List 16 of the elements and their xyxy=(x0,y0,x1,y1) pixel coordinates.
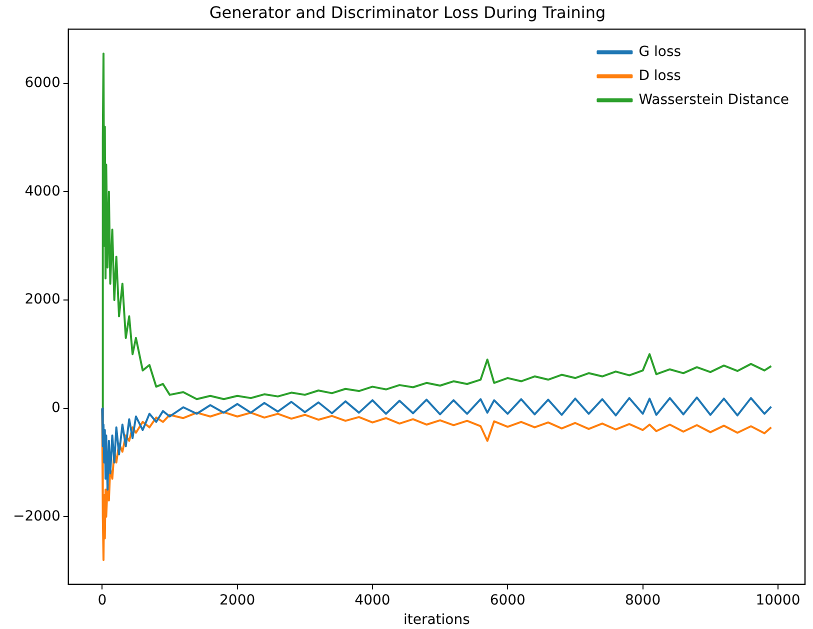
x-tick-label: 8000 xyxy=(624,592,661,608)
y-tick-label: 4000 xyxy=(24,183,60,200)
x-tick-label: 0 xyxy=(98,592,107,608)
x-tick-label: 6000 xyxy=(490,592,526,608)
y-tick-label: 0 xyxy=(51,400,60,416)
x-tick-label: 10000 xyxy=(756,592,800,608)
x-axis-title: iterations xyxy=(403,612,470,628)
y-tick-label: 6000 xyxy=(24,75,60,92)
x-tick-label: 2000 xyxy=(219,592,256,608)
legend-label: G loss xyxy=(638,44,682,60)
legend-label: Wasserstein Distance xyxy=(638,92,790,108)
legend-label: D loss xyxy=(638,68,681,84)
x-tick-label: 4000 xyxy=(354,592,390,608)
chart-title: Generator and Discriminator Loss During Training xyxy=(209,2,606,22)
y-tick-label: −2000 xyxy=(13,508,60,524)
y-tick-label: 2000 xyxy=(24,292,60,308)
